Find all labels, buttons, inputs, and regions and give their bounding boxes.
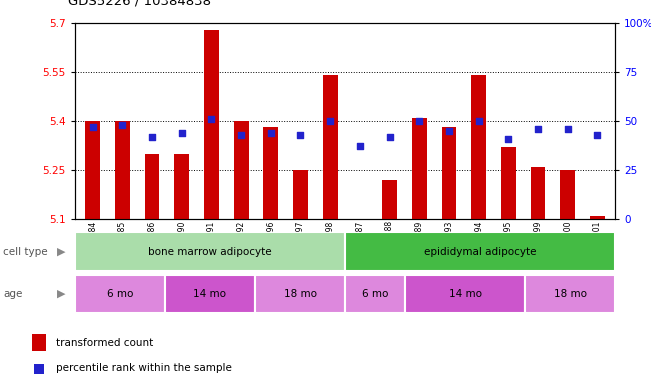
- Text: bone marrow adipocyte: bone marrow adipocyte: [148, 247, 271, 257]
- Bar: [471, 75, 486, 219]
- Point: [87, 124, 98, 130]
- Bar: [293, 170, 308, 219]
- Text: transformed count: transformed count: [57, 338, 154, 348]
- Point: [355, 143, 365, 149]
- Text: cell type: cell type: [3, 247, 48, 257]
- Point: [296, 132, 306, 138]
- Bar: [32, 334, 46, 351]
- Text: 18 mo: 18 mo: [283, 289, 316, 299]
- Bar: [525, 275, 615, 313]
- Bar: [501, 147, 516, 219]
- Bar: [531, 167, 546, 219]
- Text: age: age: [3, 289, 23, 299]
- Bar: [264, 127, 278, 219]
- Point: [147, 134, 158, 140]
- Bar: [204, 30, 219, 219]
- Bar: [234, 121, 249, 219]
- Bar: [174, 154, 189, 219]
- Point: [117, 122, 128, 128]
- Text: 18 mo: 18 mo: [553, 289, 587, 299]
- Point: [503, 136, 514, 142]
- Bar: [441, 127, 456, 219]
- Bar: [382, 180, 397, 219]
- Point: [236, 132, 246, 138]
- Point: [176, 130, 187, 136]
- Point: [206, 116, 217, 122]
- Text: 14 mo: 14 mo: [449, 289, 482, 299]
- Point: [384, 134, 395, 140]
- Text: 6 mo: 6 mo: [362, 289, 388, 299]
- Bar: [34, 364, 44, 374]
- Bar: [75, 275, 165, 313]
- Bar: [165, 275, 255, 313]
- Point: [444, 127, 454, 134]
- Bar: [561, 170, 575, 219]
- Bar: [345, 232, 615, 271]
- Bar: [85, 121, 100, 219]
- Text: percentile rank within the sample: percentile rank within the sample: [57, 363, 232, 373]
- Text: ▶: ▶: [57, 289, 66, 299]
- Point: [562, 126, 573, 132]
- Point: [592, 132, 603, 138]
- Point: [266, 130, 276, 136]
- Text: 14 mo: 14 mo: [193, 289, 227, 299]
- Bar: [323, 75, 338, 219]
- Bar: [345, 275, 405, 313]
- Bar: [75, 232, 345, 271]
- Text: GDS5226 / 10384838: GDS5226 / 10384838: [68, 0, 212, 8]
- Text: ▶: ▶: [57, 247, 66, 257]
- Point: [473, 118, 484, 124]
- Bar: [115, 121, 130, 219]
- Text: 6 mo: 6 mo: [107, 289, 133, 299]
- Bar: [405, 275, 525, 313]
- Text: epididymal adipocyte: epididymal adipocyte: [424, 247, 536, 257]
- Bar: [590, 215, 605, 219]
- Bar: [145, 154, 159, 219]
- Point: [414, 118, 424, 124]
- Point: [325, 118, 335, 124]
- Bar: [255, 275, 345, 313]
- Bar: [412, 118, 426, 219]
- Point: [533, 126, 543, 132]
